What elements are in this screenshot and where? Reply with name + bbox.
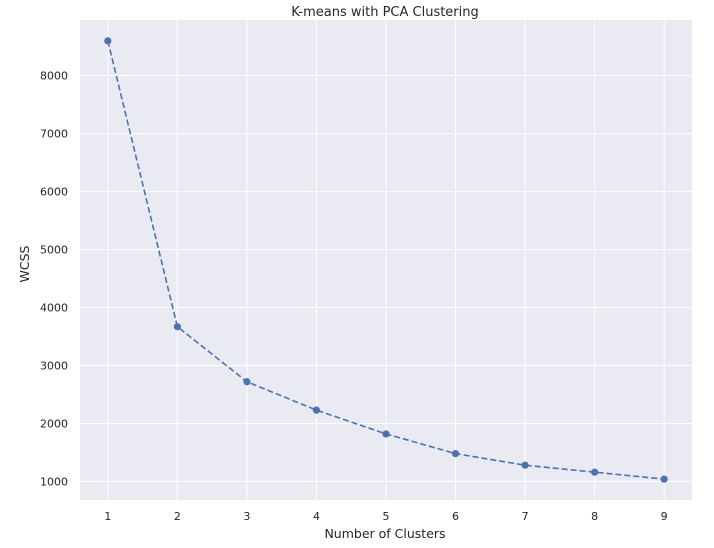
chart-title: K-means with PCA Clustering (291, 5, 479, 20)
x-tick-label-1: 1 (104, 510, 111, 523)
data-point-3 (243, 378, 251, 386)
x-tick-label-5: 5 (383, 510, 390, 523)
y-tick-label-3000: 3000 (40, 360, 68, 373)
grid-lines (80, 20, 692, 500)
x-tick-label-4: 4 (313, 510, 320, 523)
y-tick-label-4000: 4000 (40, 302, 68, 315)
data-point-9 (660, 475, 668, 483)
x-tick-label-3: 3 (243, 510, 250, 523)
y-tick-label-7000: 7000 (40, 128, 68, 141)
data-point-2 (173, 323, 181, 331)
y-tick-labels: 1000 2000 3000 4000 5000 6000 7000 8000 (40, 70, 68, 489)
data-point-8 (591, 468, 599, 476)
data-point-1 (104, 37, 112, 45)
y-tick-label-1000: 1000 (40, 475, 68, 488)
y-tick-label-8000: 8000 (40, 70, 68, 83)
series-layer (104, 37, 668, 483)
y-tick-label-5000: 5000 (40, 244, 68, 257)
x-tick-label-7: 7 (522, 510, 529, 523)
x-tick-label-9: 9 (661, 510, 668, 523)
data-point-7 (521, 461, 529, 469)
data-point-5 (382, 430, 390, 438)
data-point-4 (312, 406, 321, 414)
data-point-6 (451, 450, 460, 458)
x-tick-label-6: 6 (452, 510, 459, 523)
y-tick-label-6000: 6000 (40, 186, 68, 199)
x-tick-label-8: 8 (591, 510, 598, 523)
x-tick-label-2: 2 (174, 510, 181, 523)
y-tick-label-2000: 2000 (40, 417, 68, 430)
x-tick-labels: 1 2 3 4 5 6 7 8 9 (104, 510, 667, 523)
x-axis-label: Number of Clusters (324, 526, 445, 541)
y-axis-label: WCSS (17, 245, 32, 282)
